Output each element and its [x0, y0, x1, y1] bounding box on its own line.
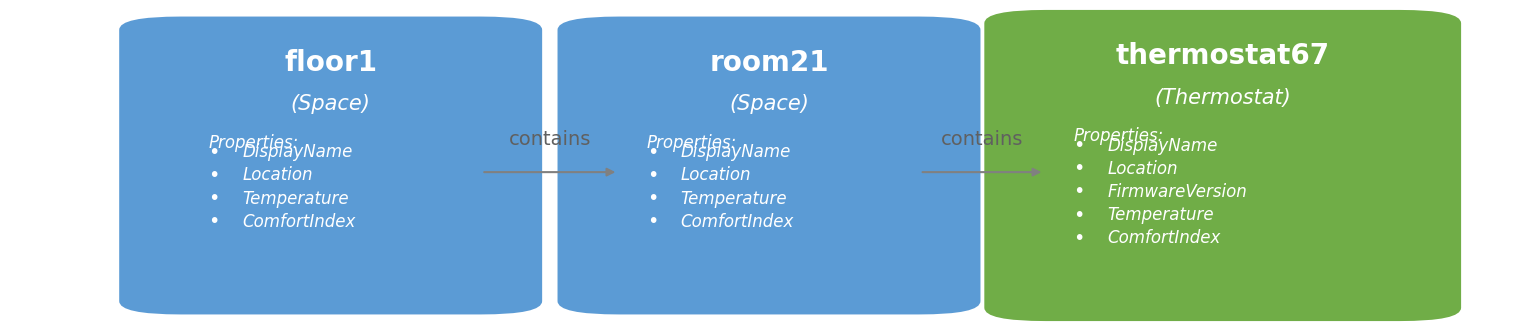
Text: •: • [646, 143, 658, 162]
Text: floor1: floor1 [285, 49, 377, 77]
Text: Properties:: Properties: [208, 134, 298, 152]
Text: Temperature: Temperature [680, 190, 787, 208]
Text: room21: room21 [709, 49, 829, 77]
Text: Temperature: Temperature [1107, 206, 1213, 224]
Text: ComfortIndex: ComfortIndex [680, 213, 794, 231]
Text: Location: Location [243, 166, 312, 184]
Text: •: • [1074, 229, 1084, 248]
Text: •: • [1074, 182, 1084, 202]
Text: Temperature: Temperature [243, 190, 349, 208]
Text: ComfortIndex: ComfortIndex [243, 213, 355, 231]
Text: Location: Location [680, 166, 751, 184]
Text: thermostat67: thermostat67 [1115, 42, 1330, 70]
Text: (Thermostat): (Thermostat) [1155, 88, 1290, 108]
Text: DisplayName: DisplayName [243, 143, 352, 161]
Text: Properties:: Properties: [1074, 127, 1164, 145]
Text: (Space): (Space) [291, 94, 371, 114]
FancyBboxPatch shape [557, 17, 981, 314]
Text: FirmwareVersion: FirmwareVersion [1107, 183, 1247, 201]
Text: •: • [646, 212, 658, 231]
Text: •: • [1074, 159, 1084, 178]
Text: •: • [1074, 206, 1084, 225]
Text: DisplayName: DisplayName [680, 143, 791, 161]
Text: •: • [208, 189, 220, 208]
Text: ComfortIndex: ComfortIndex [1107, 229, 1221, 247]
Text: •: • [208, 143, 220, 162]
Text: contains: contains [509, 129, 591, 149]
Text: contains: contains [941, 129, 1023, 149]
Text: •: • [646, 166, 658, 185]
Text: •: • [1074, 136, 1084, 155]
Text: •: • [208, 166, 220, 185]
Text: Location: Location [1107, 160, 1178, 178]
FancyBboxPatch shape [118, 17, 543, 314]
Text: •: • [208, 212, 220, 231]
Text: •: • [646, 189, 658, 208]
FancyBboxPatch shape [984, 10, 1461, 321]
Text: DisplayName: DisplayName [1107, 137, 1218, 155]
Text: Properties:: Properties: [646, 134, 737, 152]
Text: (Space): (Space) [729, 94, 809, 114]
